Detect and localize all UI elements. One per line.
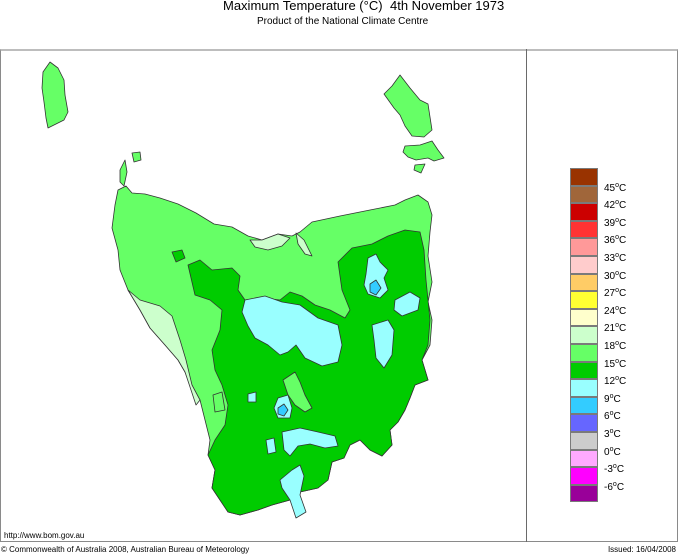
zone-9-south-2 <box>281 427 339 457</box>
legend-label: 45oC <box>604 181 627 194</box>
zone-12-nw-blob <box>171 249 186 263</box>
legend-swatch <box>570 185 598 204</box>
legend-swatch <box>570 168 598 186</box>
temperature-map <box>41 61 445 519</box>
legend-label: -6oC <box>604 480 625 493</box>
legend-label: 0oC <box>604 445 621 458</box>
zone-9-south-3 <box>279 464 307 519</box>
legend-swatch <box>570 326 598 344</box>
legend-label: 33oC <box>604 252 627 264</box>
legend-swatch <box>570 484 598 503</box>
legend-swatch <box>570 273 598 292</box>
zone-9-small-1 <box>247 391 257 403</box>
legend-label: 9oC <box>604 392 621 405</box>
legend-swatch <box>570 432 598 450</box>
legend-swatch <box>570 344 598 362</box>
legend-label: 27oC <box>604 287 627 300</box>
legend-label: 12oC <box>604 375 627 388</box>
copyright-notice: © Commonwealth of Australia 2008, Austra… <box>1 545 250 554</box>
zone-15-inner-2 <box>212 391 226 413</box>
legend-label: 15oC <box>604 357 627 370</box>
legend-label: 24oC <box>604 304 627 317</box>
title-variable: Maximum Temperature (°C) <box>223 0 383 13</box>
legend-label: 39oC <box>604 216 627 229</box>
legend-label: -3oC <box>604 463 625 476</box>
small-island-1 <box>413 163 426 174</box>
king-island <box>41 61 69 129</box>
legend-swatch <box>570 414 598 432</box>
legend-label: 3oC <box>604 428 621 440</box>
legend-swatch <box>570 308 598 327</box>
cape-barren-island <box>402 140 445 162</box>
issued-date: Issued: 16/04/2008 <box>607 545 676 554</box>
flinders-island <box>383 74 433 138</box>
legend-swatch <box>570 379 598 397</box>
zone-15-inner-1 <box>282 371 313 413</box>
subtitle-text: Product of the National Climate Centre <box>257 16 429 27</box>
legend-swatch <box>570 203 598 221</box>
zone-9-small-2 <box>265 437 277 455</box>
map-frame <box>0 49 678 542</box>
legend-swatch <box>570 220 598 239</box>
zone-9-ne-2 <box>371 319 395 369</box>
legend-swatch <box>570 256 598 274</box>
source-url[interactable]: http://www.bom.gov.au <box>4 531 85 540</box>
legend-swatch <box>570 467 598 485</box>
title-date: 4th November 1973 <box>390 0 505 13</box>
zone-18-west-coast <box>127 289 201 406</box>
zone-18-north <box>249 233 291 251</box>
zone-9-ne-1 <box>393 291 421 317</box>
frame-divider <box>526 49 527 542</box>
zone-18-tamar <box>295 232 313 257</box>
legend-label: 30oC <box>604 269 627 282</box>
legend-swatch <box>570 238 598 256</box>
legend-label: 21oC <box>604 322 627 335</box>
legend-label: 18oC <box>604 340 627 352</box>
legend-swatch <box>570 396 598 415</box>
zone-6-south <box>277 403 289 417</box>
legend-swatch <box>570 449 598 468</box>
legend-label: 6oC <box>604 410 621 423</box>
zone-9-central-plateau <box>241 295 343 367</box>
zone-6-ben-lomond <box>369 279 382 296</box>
three-hummock-island <box>131 151 142 163</box>
legend-swatch <box>570 291 598 309</box>
legend-label: 42oC <box>604 199 627 212</box>
legend-swatch <box>570 361 598 380</box>
legend-label: 36oC <box>604 234 627 247</box>
hunter-island <box>119 159 128 187</box>
